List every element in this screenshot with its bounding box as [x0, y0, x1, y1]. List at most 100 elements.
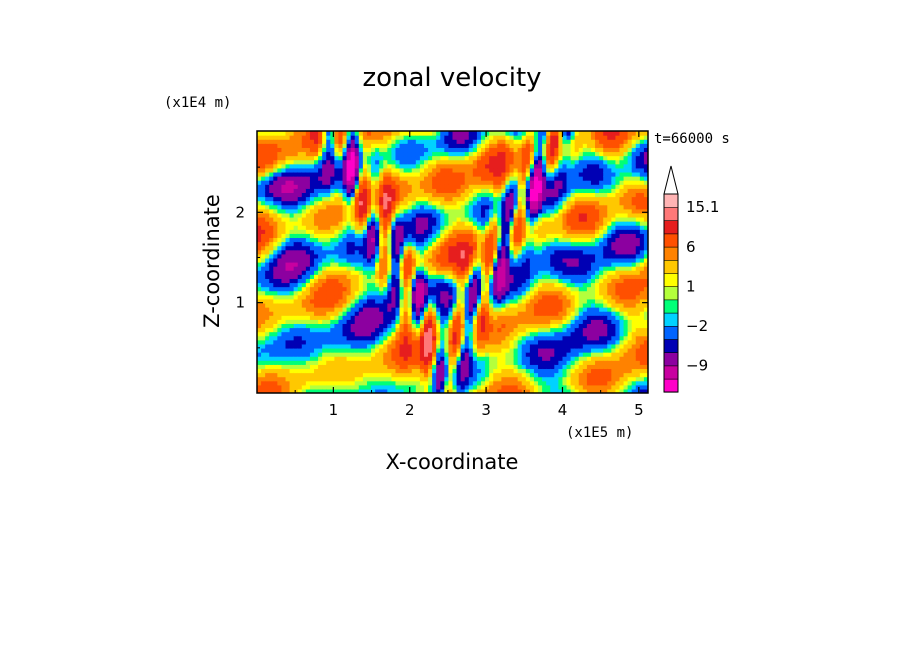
field-cell [391, 225, 397, 230]
field-cell [318, 290, 323, 296]
field-cell [538, 245, 543, 251]
field-cell [432, 327, 437, 333]
field-cell [505, 335, 511, 341]
field-cell [395, 253, 401, 259]
field-cell [513, 376, 519, 382]
field-cell [281, 323, 287, 329]
field-cell [501, 167, 507, 173]
field-cell [444, 233, 450, 239]
field-cell [379, 282, 384, 288]
field-cell [428, 241, 433, 247]
field-cell [391, 388, 397, 393]
field-cell [558, 131, 564, 136]
field-cell [362, 339, 368, 345]
field-cell [277, 339, 283, 345]
field-cell [493, 192, 498, 198]
field-cell [485, 270, 490, 275]
field-cell [358, 294, 364, 300]
field-cell [314, 212, 319, 218]
field-cell [301, 356, 307, 361]
field-cell [265, 282, 270, 288]
field-cell [562, 253, 568, 259]
field-cell [444, 384, 450, 390]
field-cell [436, 147, 441, 153]
field-cell [501, 307, 507, 312]
field-cell [399, 196, 405, 202]
field-cell [562, 192, 568, 198]
field-cell [513, 319, 519, 324]
field-cell [533, 249, 539, 255]
field-cell [493, 176, 498, 181]
field-cell [346, 147, 352, 153]
field-cell [497, 286, 502, 292]
field-cell [525, 216, 531, 222]
field-cell [476, 204, 482, 210]
field-cell [371, 237, 376, 243]
field-cell [407, 335, 413, 341]
field-cell [285, 225, 291, 230]
field-cell [505, 278, 511, 284]
field-cell [546, 282, 551, 288]
field-cell [476, 286, 482, 292]
field-cell [411, 335, 417, 341]
field-cell [273, 266, 278, 271]
field-cell [452, 131, 458, 136]
field-cell [354, 278, 360, 284]
field-cell [428, 339, 433, 345]
field-cell [399, 249, 405, 255]
field-cell [432, 163, 437, 169]
field-cell [309, 266, 315, 271]
field-cell [375, 180, 380, 185]
field-cell [472, 356, 478, 361]
field-cell [269, 347, 274, 353]
field-cell [481, 302, 486, 308]
field-cell [273, 229, 278, 234]
field-cell [297, 147, 303, 153]
field-cell [546, 204, 551, 210]
field-cell [391, 237, 397, 243]
field-cell [428, 180, 433, 185]
field-cell [505, 282, 511, 288]
field-cell [366, 135, 372, 140]
field-cell [383, 139, 388, 144]
field-cell [485, 171, 490, 177]
field-cell [436, 212, 441, 218]
field-cell [334, 180, 340, 185]
field-cell [419, 159, 425, 165]
field-cell [444, 282, 450, 288]
field-cell [366, 331, 372, 337]
field-cell [277, 155, 283, 161]
field-cell [301, 307, 307, 312]
field-cell [513, 159, 519, 165]
field-cell [497, 192, 502, 198]
field-cell [379, 212, 384, 218]
field-cell [525, 360, 531, 365]
field-cell [387, 167, 392, 173]
field-cell [322, 225, 327, 230]
field-cell [318, 147, 323, 153]
field-cell [525, 323, 531, 329]
field-cell [395, 216, 401, 222]
field-cell [334, 204, 340, 210]
field-cell [375, 298, 380, 304]
field-cell [371, 171, 376, 177]
field-cell [387, 319, 392, 324]
field-cell [448, 180, 454, 185]
field-cell [383, 241, 388, 247]
field-cell [309, 167, 315, 173]
field-cell [546, 188, 551, 193]
field-cell [444, 155, 450, 161]
field-cell [550, 184, 555, 189]
field-cell [521, 319, 527, 324]
field-cell [379, 241, 384, 247]
field-cell [538, 204, 543, 210]
field-cell [342, 184, 348, 189]
field-cell [281, 335, 287, 341]
field-cell [322, 380, 327, 386]
field-cell [481, 151, 486, 157]
field-cell [322, 368, 327, 374]
field-cell [415, 171, 421, 177]
field-cell [281, 311, 287, 316]
field-cell [436, 343, 441, 349]
field-cell [375, 278, 380, 284]
